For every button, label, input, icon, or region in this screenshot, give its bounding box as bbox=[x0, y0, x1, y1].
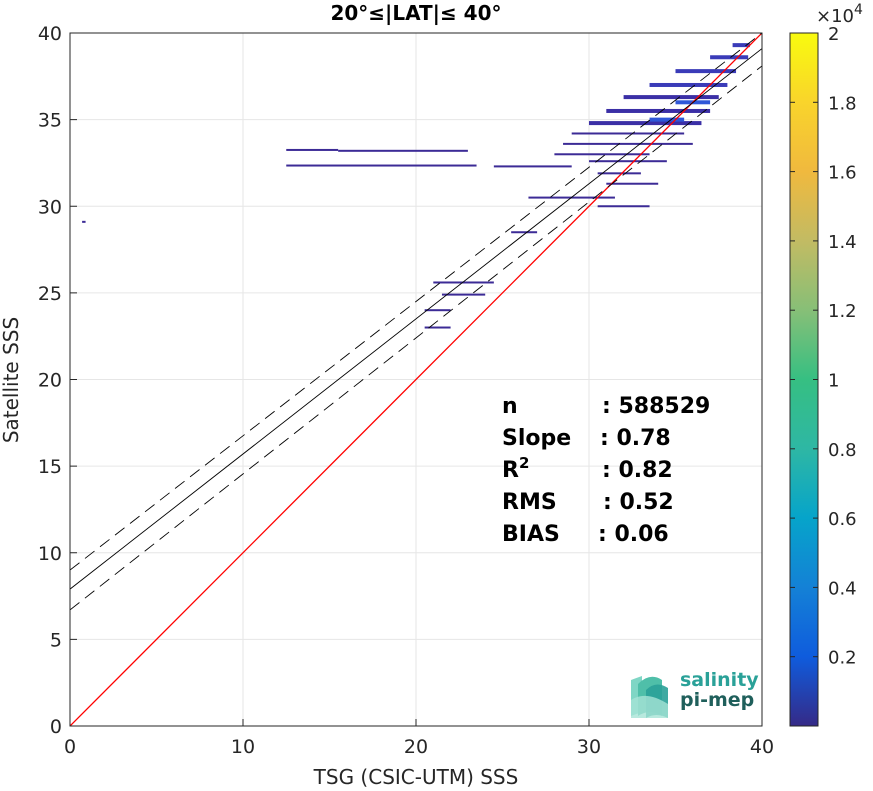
y-tick-label: 5 bbox=[50, 629, 62, 651]
y-tick-label: 0 bbox=[50, 716, 62, 738]
density-cell bbox=[597, 172, 641, 175]
plot-area: 0 10 20 30 40 0 5 10 15 20 25 30 35 40 bbox=[38, 23, 774, 758]
regression-minus-rms-line bbox=[70, 65, 762, 611]
y-tick-label: 15 bbox=[38, 456, 62, 478]
stat-label: BIAS bbox=[502, 522, 560, 547]
colorbar-tick-label: 1.6 bbox=[828, 163, 857, 184]
density-cell bbox=[433, 281, 494, 284]
stat-label: Slope bbox=[502, 426, 571, 451]
density-cell bbox=[424, 309, 451, 312]
stat-label: n bbox=[502, 394, 518, 419]
density-cell bbox=[554, 153, 650, 156]
x-tick-label: 40 bbox=[750, 736, 774, 758]
x-tick-label: 0 bbox=[64, 736, 76, 758]
y-tick-label: 25 bbox=[38, 283, 62, 305]
logo-text-salinity: salinity bbox=[680, 669, 759, 691]
colorbar-exponent-power: 4 bbox=[854, 2, 863, 18]
colorbar-tick-label: 0.6 bbox=[828, 509, 857, 530]
colorbar-exponent: ×104 bbox=[816, 2, 863, 27]
identity-line bbox=[70, 33, 762, 726]
colorbar-tick-label: 0.8 bbox=[828, 440, 857, 461]
density-cell bbox=[493, 165, 572, 168]
density-cell bbox=[649, 117, 685, 122]
density-cell bbox=[441, 293, 486, 296]
density-cell bbox=[710, 55, 749, 60]
y-axis-label: Satellite SSS bbox=[0, 317, 23, 443]
regression-plus-rms-line bbox=[70, 33, 762, 571]
density-cell bbox=[623, 95, 719, 100]
density-cell bbox=[286, 148, 339, 151]
colorbar-tick-label: 1.4 bbox=[828, 232, 857, 253]
y-axis-ticks: 0 5 10 15 20 25 30 35 40 bbox=[38, 23, 77, 738]
colorbar-tick-label: 0.2 bbox=[828, 648, 857, 669]
colorbar-tick-label: 2 bbox=[828, 24, 839, 45]
stat-value: : 0.06 bbox=[598, 522, 669, 547]
x-tick-label: 10 bbox=[231, 736, 255, 758]
x-axis-ticks: 0 10 20 30 40 bbox=[64, 719, 774, 758]
y-tick-label: 20 bbox=[38, 370, 62, 392]
colorbar: 0.2 0.4 0.6 0.8 1 1.2 1.4 1.6 1.8 2 ×104 bbox=[789, 2, 863, 727]
stat-value: : 588529 bbox=[602, 394, 710, 419]
density-cell bbox=[606, 108, 711, 113]
colorbar-ticks: 0.2 0.4 0.6 0.8 1 1.2 1.4 1.6 1.8 2 bbox=[790, 24, 857, 669]
y-tick-label: 35 bbox=[38, 110, 62, 132]
colorbar-tick-label: 1.8 bbox=[828, 93, 857, 114]
regression-line bbox=[70, 48, 762, 590]
salinity-pi-mep-logo: salinity pi-mep bbox=[631, 669, 759, 718]
y-tick-label: 40 bbox=[38, 23, 62, 45]
density-cell bbox=[649, 82, 728, 87]
density-cell bbox=[589, 160, 667, 163]
density-cell bbox=[732, 43, 750, 48]
logo-text-pi-mep: pi-mep bbox=[680, 689, 754, 711]
y-tick-label: 10 bbox=[38, 543, 62, 565]
density-cell bbox=[511, 231, 538, 234]
colorbar-exponent-base: ×10 bbox=[816, 6, 854, 27]
stat-value: : 0.52 bbox=[603, 490, 674, 515]
stat-label: RMS bbox=[502, 490, 557, 515]
x-axis-label: TSG (CSIC-UTM) SSS bbox=[313, 765, 519, 789]
logo-waves-icon bbox=[631, 676, 668, 718]
x-tick-label: 30 bbox=[577, 736, 601, 758]
density-cell bbox=[597, 205, 650, 208]
chart-title: 20°≤|LAT|≤ 40° bbox=[330, 1, 501, 25]
colorbar-tick-label: 1 bbox=[828, 371, 839, 392]
density-cell bbox=[606, 182, 659, 185]
density-cell bbox=[424, 326, 451, 329]
density-cell bbox=[571, 132, 685, 135]
stat-value: : 0.82 bbox=[602, 458, 673, 483]
fit-lines bbox=[70, 33, 762, 726]
stat-value: : 0.78 bbox=[600, 426, 671, 451]
colorbar-tick-label: 0.4 bbox=[828, 578, 857, 599]
density-cell bbox=[563, 142, 693, 145]
colorbar-tick-label: 1.2 bbox=[828, 301, 857, 322]
x-tick-label: 20 bbox=[404, 736, 428, 758]
density-cell bbox=[286, 164, 477, 167]
density-cell bbox=[338, 149, 468, 152]
y-tick-label: 30 bbox=[38, 196, 62, 218]
density-cell bbox=[82, 220, 86, 223]
density-cell bbox=[675, 69, 737, 74]
